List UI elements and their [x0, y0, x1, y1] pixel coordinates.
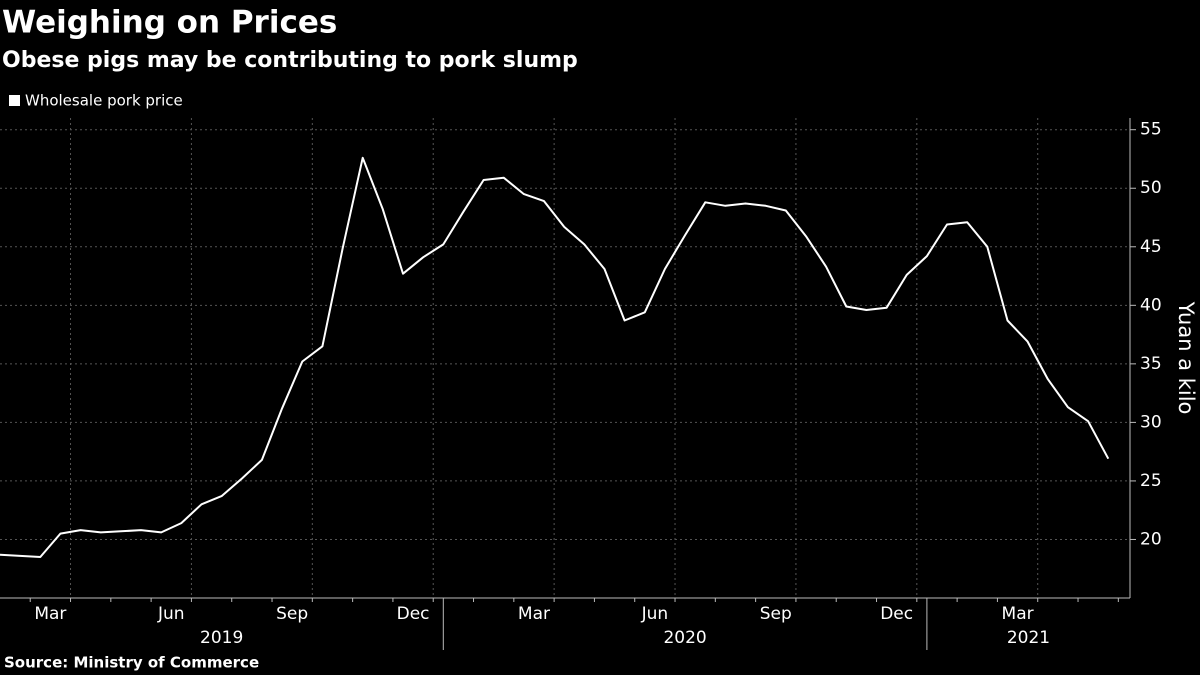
y-axis-title: Yuan a kilo	[1174, 301, 1198, 415]
y-tick-label: 55	[1140, 120, 1162, 140]
legend-label: Wholesale pork price	[25, 92, 183, 110]
year-label: 2021	[1007, 628, 1050, 648]
x-tick-label: Sep	[276, 604, 308, 624]
year-label: 2019	[200, 628, 243, 648]
x-tick-label: Mar	[1002, 604, 1034, 624]
y-tick-label: 45	[1140, 237, 1162, 257]
x-tick-label: Dec	[880, 604, 913, 624]
legend-swatch	[9, 95, 20, 106]
source-note: Source: Ministry of Commerce	[4, 654, 259, 672]
x-tick-label: Dec	[397, 604, 430, 624]
chart-title: Weighing on Prices	[2, 5, 337, 41]
x-tick-label: Jun	[641, 604, 669, 624]
y-tick-label: 25	[1140, 471, 1162, 491]
price-line	[0, 156, 1110, 558]
x-tick-label: Jun	[157, 604, 185, 624]
x-tick-label: Mar	[34, 604, 66, 624]
y-tick-label: 40	[1140, 295, 1162, 315]
y-tick-label: 20	[1140, 529, 1162, 549]
x-tick-label: Mar	[518, 604, 550, 624]
y-tick-label: 30	[1140, 412, 1162, 432]
y-tick-label: 50	[1140, 178, 1162, 198]
chart-subtitle: Obese pigs may be contributing to pork s…	[2, 48, 578, 73]
year-label: 2020	[663, 628, 706, 648]
x-tick-label: Sep	[760, 604, 792, 624]
y-tick-label: 35	[1140, 354, 1162, 374]
